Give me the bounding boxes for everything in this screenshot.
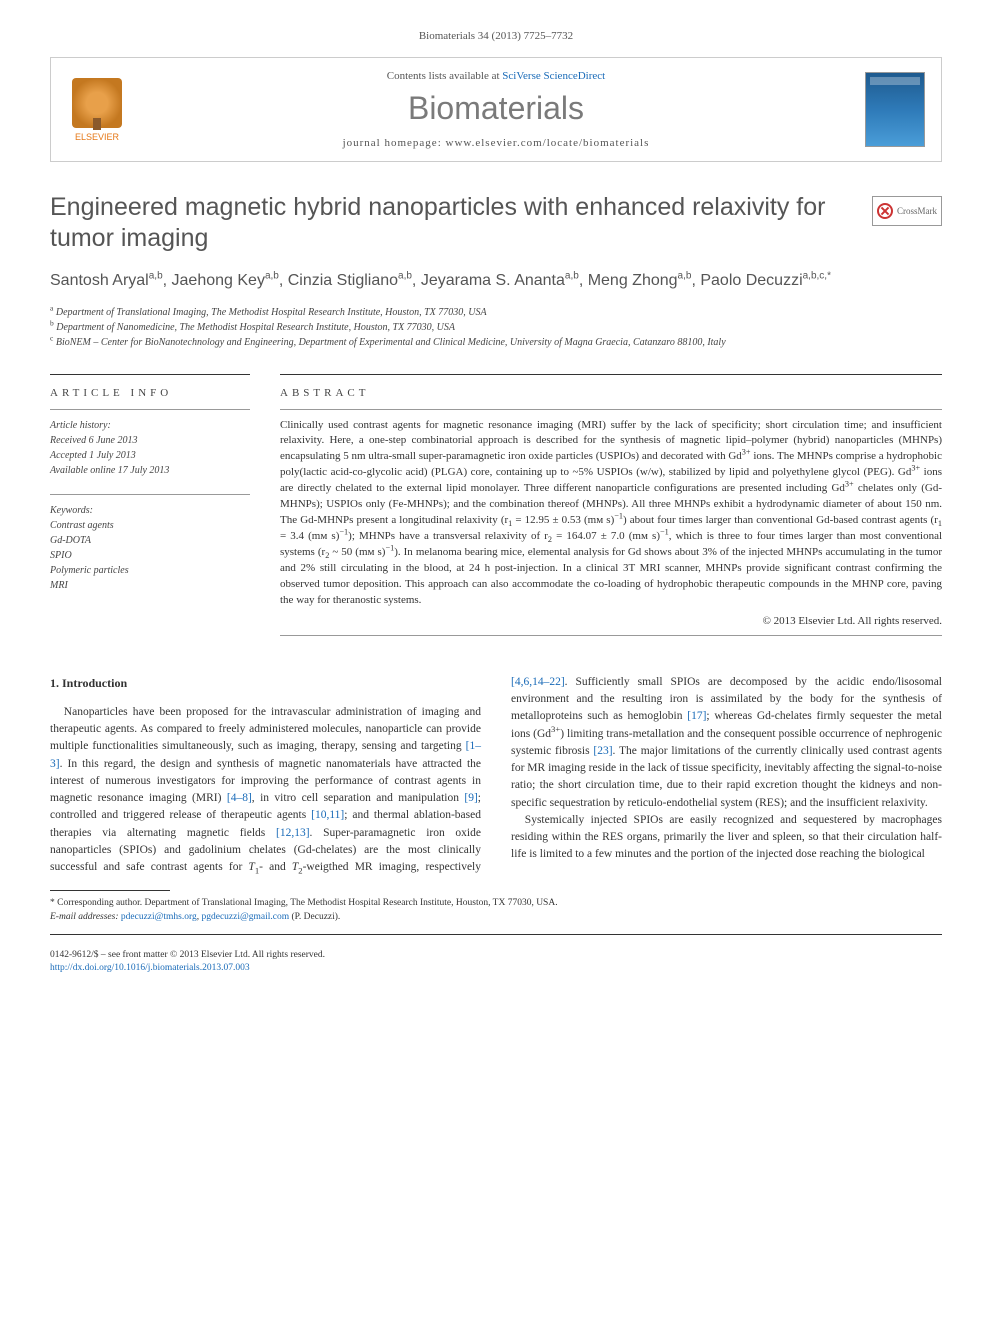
history-accepted: Accepted 1 July 2013 <box>50 448 250 463</box>
crossmark-icon <box>877 203 893 219</box>
keyword: Polymeric particles <box>50 563 250 578</box>
citation-bar: Biomaterials 34 (2013) 7725–7732 <box>50 30 942 42</box>
article-title: Engineered magnetic hybrid nanoparticles… <box>50 192 942 255</box>
footnote-separator <box>50 890 170 891</box>
contents-prefix: Contents lists available at <box>387 70 502 82</box>
keywords-block: Keywords: Contrast agents Gd-DOTA SPIO P… <box>50 503 250 593</box>
history-received: Received 6 June 2013 <box>50 433 250 448</box>
affiliation-a: a Department of Translational Imaging, T… <box>50 305 942 320</box>
body-section: 1. Introduction Nanoparticles have been … <box>50 674 942 976</box>
keyword: Contrast agents <box>50 518 250 533</box>
intro-heading: 1. Introduction <box>50 674 481 692</box>
email-label: E-mail addresses: <box>50 912 121 922</box>
history-label: Article history: <box>50 418 250 433</box>
elsevier-label: ELSEVIER <box>75 132 119 142</box>
sciencedirect-link[interactable]: SciVerse ScienceDirect <box>502 70 605 82</box>
body-columns: 1. Introduction Nanoparticles have been … <box>50 674 942 877</box>
corresponding-author-note: * Corresponding author. Department of Tr… <box>50 897 942 910</box>
email-link-2[interactable]: pgdecuzzi@gmail.com <box>202 912 290 922</box>
info-abstract-row: ARTICLE INFO Article history: Received 6… <box>50 374 942 644</box>
elsevier-logo[interactable]: ELSEVIER <box>67 75 127 145</box>
footnotes: * Corresponding author. Department of Tr… <box>50 897 942 924</box>
article-history: Article history: Received 6 June 2013 Ac… <box>50 418 250 478</box>
affiliations: a Department of Translational Imaging, T… <box>50 305 942 350</box>
article-info-head: ARTICLE INFO <box>50 387 250 399</box>
article-info-column: ARTICLE INFO Article history: Received 6… <box>50 374 250 644</box>
keyword: Gd-DOTA <box>50 533 250 548</box>
abstract-column: ABSTRACT Clinically used contrast agents… <box>280 374 942 644</box>
abstract-head: ABSTRACT <box>280 387 942 399</box>
journal-cover-thumbnail[interactable] <box>865 72 925 147</box>
footer-rule <box>50 934 942 935</box>
elsevier-tree-icon <box>72 78 122 128</box>
contents-line: Contents lists available at SciVerse Sci… <box>143 70 849 82</box>
header-center: Contents lists available at SciVerse Sci… <box>143 70 849 149</box>
email-link-1[interactable]: pdecuzzi@tmhs.org <box>121 912 197 922</box>
abstract-copyright: © 2013 Elsevier Ltd. All rights reserved… <box>280 615 942 627</box>
email-line: E-mail addresses: pdecuzzi@tmhs.org, pgd… <box>50 911 942 924</box>
homepage-prefix: journal homepage: <box>343 137 446 149</box>
authors-line: Santosh Aryala,b, Jaehong Keya,b, Cinzia… <box>50 269 942 293</box>
history-online: Available online 17 July 2013 <box>50 463 250 478</box>
doi-link[interactable]: http://dx.doi.org/10.1016/j.biomaterials… <box>50 963 250 973</box>
abstract-text: Clinically used contrast agents for magn… <box>280 418 942 609</box>
homepage-line: journal homepage: www.elsevier.com/locat… <box>143 137 849 149</box>
footer-bar: 0142-9612/$ – see front matter © 2013 El… <box>50 949 942 976</box>
crossmark-label: CrossMark <box>897 206 937 216</box>
affiliation-c: c BioNEM – Center for BioNanotechnology … <box>50 335 942 350</box>
keyword: SPIO <box>50 548 250 563</box>
homepage-url[interactable]: www.elsevier.com/locate/biomaterials <box>446 137 650 149</box>
email-suffix: (P. Decuzzi). <box>289 912 340 922</box>
journal-name: Biomaterials <box>143 90 849 127</box>
crossmark-badge[interactable]: CrossMark <box>872 196 942 226</box>
issn-line: 0142-9612/$ – see front matter © 2013 El… <box>50 949 942 962</box>
affiliation-b: b Department of Nanomedicine, The Method… <box>50 320 942 335</box>
journal-header-panel: ELSEVIER Contents lists available at Sci… <box>50 57 942 162</box>
keywords-label: Keywords: <box>50 503 250 518</box>
intro-paragraph-2: Systemically injected SPIOs are easily r… <box>511 812 942 864</box>
keyword: MRI <box>50 578 250 593</box>
